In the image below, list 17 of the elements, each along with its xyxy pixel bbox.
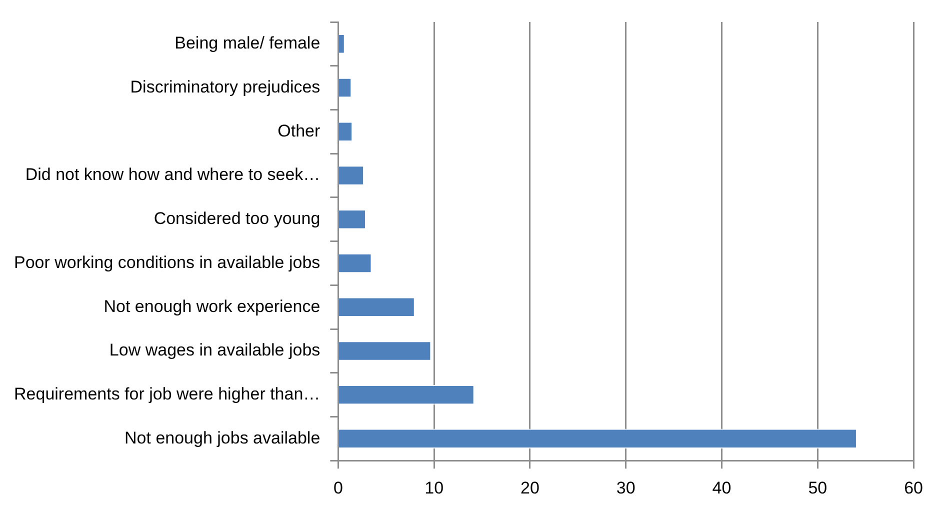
x-tick-label: 0 bbox=[333, 478, 343, 498]
y-tick-label: Not enough jobs available bbox=[124, 428, 320, 448]
x-tick-label: 60 bbox=[904, 478, 924, 498]
y-tick-label: Did not know how and where to seek… bbox=[25, 165, 320, 184]
y-tick-label: Poor working conditions in available jobs bbox=[14, 252, 320, 272]
y-tick-label: Being male/ female bbox=[174, 34, 320, 53]
x-tick-label: 30 bbox=[616, 478, 636, 498]
x-tick-label: 50 bbox=[808, 478, 828, 498]
y-tick-label: Discriminatory prejudices bbox=[130, 77, 320, 96]
y-tick-label: Not enough work experience bbox=[104, 296, 320, 316]
y-tick-label: Requirements for job were higher than… bbox=[14, 384, 320, 404]
y-tick-label: Low wages in available jobs bbox=[109, 340, 320, 360]
y-tick-label: Other bbox=[278, 121, 320, 140]
x-tick-label: 10 bbox=[424, 478, 444, 498]
x-tick-label: 20 bbox=[520, 478, 540, 498]
x-tick-label: 40 bbox=[712, 478, 732, 498]
y-tick-label: Considered too young bbox=[154, 209, 320, 228]
